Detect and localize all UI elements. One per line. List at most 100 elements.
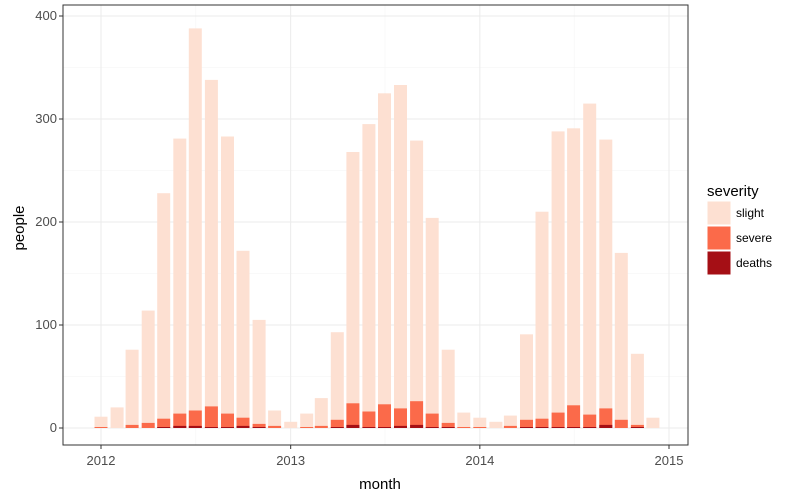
- bar-deaths: [551, 427, 565, 428]
- bar-slight: [330, 332, 344, 428]
- bar-slight: [410, 140, 424, 428]
- bar-slight: [646, 417, 660, 428]
- bar-deaths: [157, 427, 171, 428]
- bar-slight: [362, 124, 376, 428]
- bar-slight: [520, 334, 533, 428]
- bar-severe: [141, 422, 155, 428]
- bar-severe: [394, 408, 407, 428]
- bar-deaths: [410, 424, 424, 428]
- bar-deaths: [346, 424, 360, 428]
- bar-slight: [378, 93, 391, 429]
- panel-border: [62, 4, 689, 446]
- bar-slight: [188, 28, 202, 429]
- y-tick-label: 300: [35, 111, 57, 126]
- bar-deaths: [378, 427, 391, 428]
- bar-deaths: [583, 427, 597, 428]
- bar-deaths: [236, 425, 250, 428]
- bar-slight: [425, 217, 439, 428]
- bar-slight: [94, 416, 108, 428]
- bar-severe: [94, 427, 108, 428]
- bar-severe: [630, 424, 644, 428]
- x-tick-label: 2012: [87, 453, 116, 468]
- bar-deaths: [394, 425, 407, 428]
- bar-slight: [204, 79, 218, 429]
- bar-severe: [252, 423, 266, 428]
- bar-severe: [346, 403, 360, 428]
- bar-slight: [535, 211, 549, 428]
- bar-severe: [300, 427, 314, 428]
- y-tick-label: 100: [35, 317, 57, 332]
- bar-slight: [284, 421, 298, 428]
- bar-slight: [110, 407, 124, 428]
- bar-severe: [125, 424, 139, 428]
- bar-severe: [473, 427, 487, 428]
- bars: [94, 28, 660, 429]
- bar-deaths: [252, 427, 266, 428]
- bar-deaths: [535, 427, 549, 428]
- bar-slight: [551, 131, 565, 428]
- bar-severe: [173, 413, 187, 428]
- bar-severe: [614, 419, 628, 428]
- bar-deaths: [330, 427, 344, 428]
- x-tick-label: 2015: [655, 453, 684, 468]
- legend: severity slight severe deaths: [706, 183, 772, 276]
- bar-deaths: [630, 427, 644, 428]
- bar-deaths: [204, 427, 218, 428]
- legend-label-severe: severe: [736, 231, 772, 245]
- bar-slight: [157, 193, 171, 428]
- bar-severe: [410, 401, 424, 428]
- bar-deaths: [441, 427, 455, 428]
- bar-slight: [268, 410, 282, 428]
- bar-severe: [583, 414, 597, 428]
- bar-severe: [503, 425, 517, 428]
- bar-severe: [314, 425, 328, 428]
- bar-severe: [236, 417, 250, 428]
- bar-deaths: [221, 427, 234, 428]
- bar-slight: [236, 250, 250, 428]
- bar-deaths: [362, 427, 376, 428]
- bar-deaths: [173, 425, 187, 428]
- legend-key-slight: [706, 200, 732, 226]
- y-axis-title: people: [11, 205, 28, 250]
- bar-deaths: [425, 427, 439, 428]
- bar-slight: [630, 353, 644, 428]
- bar-severe: [567, 405, 581, 428]
- bar-deaths: [567, 427, 581, 428]
- bar-slight: [599, 139, 613, 428]
- bar-slight: [252, 319, 266, 428]
- bar-severe: [268, 425, 282, 428]
- bar-slight: [141, 310, 155, 428]
- y-axis: 0 100 200 300 400: [35, 8, 63, 435]
- bar-severe: [204, 406, 218, 428]
- bar-deaths: [599, 424, 613, 428]
- legend-key-deaths: [706, 250, 732, 276]
- bar-slight: [221, 136, 234, 428]
- bar-severe: [457, 427, 471, 428]
- y-tick-label: 0: [50, 420, 57, 435]
- x-tick-label: 2014: [465, 453, 494, 468]
- bar-severe: [330, 419, 344, 428]
- bar-slight: [457, 412, 471, 428]
- bar-severe: [157, 418, 171, 428]
- bar-slight: [394, 85, 407, 428]
- bar-slight: [503, 415, 517, 428]
- bar-slight: [125, 349, 139, 428]
- bar-slight: [489, 421, 503, 428]
- bar-severe: [221, 413, 234, 428]
- legend-label-slight: slight: [736, 206, 765, 220]
- bar-slight: [567, 128, 581, 429]
- legend-key-severe: [706, 225, 732, 251]
- bar-severe: [520, 419, 533, 428]
- y-tick-label: 400: [35, 8, 57, 23]
- bar-severe: [441, 422, 455, 428]
- bar-slight: [314, 398, 328, 428]
- bar-severe: [551, 412, 565, 428]
- bar-deaths: [520, 427, 533, 428]
- bar-severe: [362, 411, 376, 428]
- bar-severe: [535, 418, 549, 428]
- x-axis: 2012 2013 2014 2015: [87, 445, 684, 468]
- bar-severe: [378, 404, 391, 428]
- x-tick-label: 2013: [276, 453, 305, 468]
- bar-slight: [346, 152, 360, 428]
